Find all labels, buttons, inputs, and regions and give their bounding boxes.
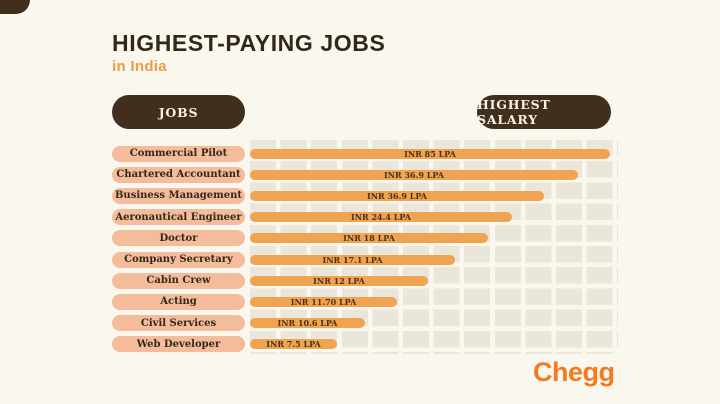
jobs-column-header: JOBS	[112, 95, 245, 129]
corner-accent-shape	[0, 0, 30, 14]
chart-row: Company Secretary INR 17.1 LPA	[0, 249, 720, 270]
job-label-pill: Company Secretary	[112, 251, 245, 268]
job-label-pill: Aeronautical Engineer	[112, 209, 245, 226]
page-title: HIGHEST-PAYING JOBS	[112, 30, 386, 56]
salary-bar: INR 36.9 LPA	[250, 190, 544, 201]
salary-bar: INR 11.70 LPA	[250, 296, 397, 307]
chart-row: Acting INR 11.70 LPA	[0, 291, 720, 312]
salary-bar: INR 24.4 LPA	[250, 212, 512, 223]
page-subtitle: in India	[112, 58, 167, 76]
title-block: HIGHEST-PAYING JOBS in India	[112, 30, 386, 76]
chart-row: Aeronautical Engineer INR 24.4 LPA	[0, 207, 720, 228]
chart-rows: Commercial Pilot INR 85 LPA Chartered Ac…	[0, 143, 720, 355]
salary-value-label: INR 18 LPA	[343, 233, 395, 244]
job-label-pill: Cabin Crew	[112, 272, 245, 289]
salary-bar: INR 18 LPA	[250, 233, 488, 244]
chart-row: Web Developer INR 7.5 LPA	[0, 334, 720, 355]
salary-value-label: INR 11.70 LPA	[290, 296, 357, 307]
salary-bar: INR 85 LPA	[250, 148, 610, 159]
salary-bar: INR 10.6 LPA	[250, 318, 365, 329]
chegg-logo: Chegg	[533, 357, 615, 387]
salary-value-label: INR 10.6 LPA	[277, 318, 338, 329]
job-label-pill: Chartered Accountant	[112, 166, 245, 183]
chart-row: Chartered Accountant INR 36.9 LPA	[0, 164, 720, 185]
salary-bar: INR 12 LPA	[250, 275, 428, 286]
chart-row: Business Management INR 36.9 LPA	[0, 185, 720, 206]
chart-row: Cabin Crew INR 12 LPA	[0, 270, 720, 291]
salary-column-header: HIGHEST SALARY	[477, 95, 611, 129]
salary-bar: INR 7.5 LPA	[250, 339, 337, 350]
salary-bar: INR 17.1 LPA	[250, 254, 455, 265]
salary-value-label: INR 36.9 LPA	[366, 190, 428, 201]
salary-value-label: INR 17.1 LPA	[322, 254, 383, 265]
salary-value-label: INR 24.4 LPA	[350, 212, 412, 223]
job-label-pill: Civil Services	[112, 315, 245, 332]
chart-row: Doctor INR 18 LPA	[0, 228, 720, 249]
job-label-pill: Doctor	[112, 230, 245, 247]
salary-value-label: INR 7.5 LPA	[266, 339, 321, 350]
job-label-pill: Web Developer	[112, 336, 245, 353]
job-label-pill: Acting	[112, 293, 245, 310]
salary-value-label: INR 85 LPA	[404, 148, 456, 159]
salary-bar: INR 36.9 LPA	[250, 169, 578, 180]
job-label-pill: Commercial Pilot	[112, 145, 245, 162]
chart-row: Commercial Pilot INR 85 LPA	[0, 143, 720, 164]
salary-value-label: INR 12 LPA	[313, 275, 365, 286]
chart-row: Civil Services INR 10.6 LPA	[0, 313, 720, 334]
salary-value-label: INR 36.9 LPA	[383, 169, 445, 180]
job-label-pill: Business Management	[112, 187, 245, 204]
